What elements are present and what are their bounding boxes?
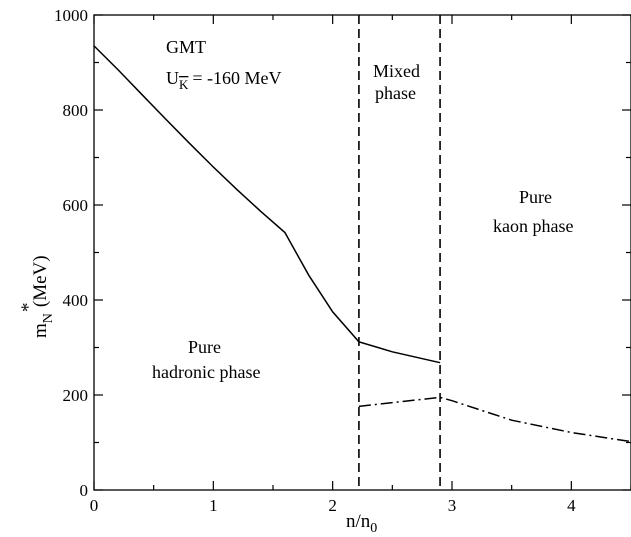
- y-tick-label: 400: [63, 291, 89, 310]
- y-tick-label: 1000: [54, 6, 88, 25]
- kaon-phase-label-line2: kaon phase: [493, 216, 573, 236]
- axis-ticks: 0 1 2 3 4 0 200 400 600 800 1000: [54, 6, 631, 515]
- y-tick-label: 200: [63, 386, 89, 405]
- x-tick-label: 3: [448, 496, 457, 515]
- series-line-dashdot: [358, 396, 631, 443]
- hadronic-phase-label-line1: Pure: [188, 337, 221, 357]
- potential-symbol: U: [166, 68, 179, 88]
- y-axis-title-sub: N: [41, 313, 56, 323]
- x-axis-title-sub: 0: [370, 521, 377, 536]
- potential-value: = -160 MeV: [192, 68, 281, 88]
- x-axis-title: n/n0: [346, 511, 377, 536]
- y-tick-label: 0: [80, 481, 89, 500]
- y-axis-title-sup: *: [18, 303, 39, 313]
- series-group: [93, 15, 631, 490]
- y-axis-title-main: m: [30, 323, 51, 338]
- x-tick-label: 4: [567, 496, 576, 515]
- series-line-solid: [93, 45, 441, 364]
- y-axis-title-unit: (MeV): [30, 255, 51, 307]
- potential-subscript: K: [179, 77, 189, 92]
- mixed-phase-label-line2: phase: [375, 83, 416, 103]
- model-label: GMT: [166, 37, 206, 57]
- x-tick-label: 2: [328, 496, 337, 515]
- y-tick-label: 800: [63, 101, 89, 120]
- y-axis-title: mN (MeV): [30, 255, 56, 338]
- x-axis-title-main: n/n: [346, 511, 371, 532]
- kaon-phase-label-line1: Pure: [519, 187, 552, 207]
- y-tick-label: 600: [63, 196, 89, 215]
- potential-label: UK = -160 MeV: [166, 68, 282, 92]
- hadronic-phase-label-line2: hadronic phase: [152, 362, 260, 382]
- x-tick-label: 0: [90, 496, 99, 515]
- x-tick-label: 1: [209, 496, 218, 515]
- mixed-phase-label-line1: Mixed: [373, 61, 420, 81]
